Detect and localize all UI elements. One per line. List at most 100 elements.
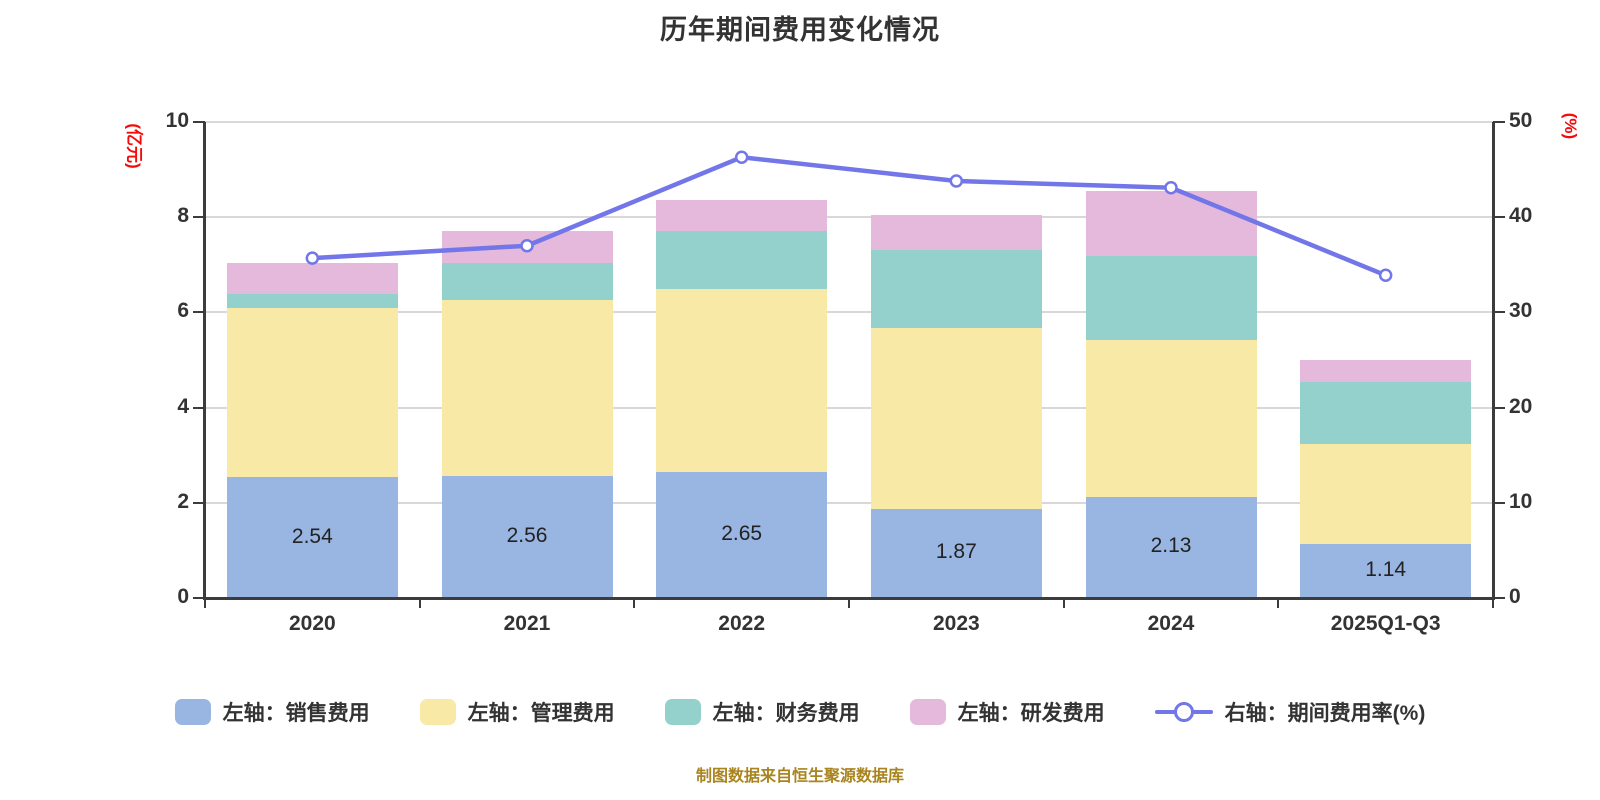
left-axis-tick <box>193 216 205 219</box>
chart-title: 历年期间费用变化情况 <box>660 15 940 45</box>
gridline <box>205 216 1493 219</box>
legend-label: 左轴：财务费用 <box>712 702 860 725</box>
left-axis-tick-label: 8 <box>177 204 189 228</box>
legend-swatch-icon <box>174 699 211 725</box>
rate-line-point <box>1164 180 1178 195</box>
bar-segment-series4 <box>656 199 828 232</box>
bar-segment-series3 <box>226 293 398 309</box>
legend-item-bar-series4[interactable]: 左轴：研发费用 <box>909 697 1105 727</box>
left-axis-tick <box>193 597 205 599</box>
gridline <box>205 121 1493 123</box>
bar-value-label: 2.54 <box>291 524 333 548</box>
left-axis-tick-label: 4 <box>177 394 189 418</box>
bar-segment-series2 <box>656 288 828 472</box>
bar-segment-series3 <box>441 262 613 301</box>
gridline <box>205 406 1493 409</box>
bar-segment-series3 <box>1085 256 1257 340</box>
legend-label: 右轴：期间费用率(%) <box>1224 702 1426 725</box>
right-axis-tick <box>1493 216 1505 219</box>
x-axis-category-label: 2021 <box>503 612 551 635</box>
legend-label: 左轴：研发费用 <box>957 702 1105 725</box>
legend-swatch-icon <box>664 699 701 725</box>
right-axis-tick-label: 40 <box>1509 204 1533 228</box>
right-axis-tick-label: 50 <box>1509 109 1533 132</box>
bar-segment-series3 <box>870 249 1042 329</box>
bar-segment-series2 <box>226 308 398 478</box>
x-axis-tick <box>633 598 636 608</box>
left-axis-tick-label: 10 <box>165 109 189 132</box>
legend: 左轴：销售费用 左轴：管理费用 左轴：财务费用 左轴：研发费用 右轴：期间费用率(%) <box>0 697 1600 727</box>
bar-segment-series1 <box>1300 543 1472 598</box>
right-axis-tick <box>1493 121 1505 123</box>
x-axis-tick <box>1062 598 1065 608</box>
rate-line-point <box>305 251 320 265</box>
rate-line-point <box>1378 268 1393 283</box>
x-axis-tick <box>204 598 206 608</box>
legend-label: 左轴：销售费用 <box>222 702 370 725</box>
bar-segment-series4 <box>1085 191 1257 257</box>
left-axis-tick <box>193 501 205 504</box>
bar-value-label: 2.56 <box>506 524 548 548</box>
legend-item-rate-line[interactable]: 右轴：期间费用率(%) <box>1154 697 1426 727</box>
bar-value-label: 2.13 <box>1150 534 1192 558</box>
x-axis-tick <box>1492 598 1494 608</box>
bar-value-label: 1.14 <box>1365 557 1407 581</box>
bar-value-label: 2.65 <box>721 521 763 545</box>
x-axis-tick <box>418 598 421 608</box>
legend-dot-icon <box>1173 702 1194 722</box>
rate-line <box>310 154 1388 278</box>
left-axis-tick <box>193 406 205 409</box>
rate-line-point <box>520 239 534 253</box>
bar-segment-series1 <box>1085 496 1257 598</box>
left-axis-tick-label: 6 <box>177 299 189 323</box>
legend-label: 左轴：管理费用 <box>467 702 615 725</box>
right-axis-tick <box>1493 597 1505 599</box>
bar-segment-series1 <box>441 476 613 598</box>
right-axis-tick-label: 20 <box>1509 394 1533 418</box>
right-axis-tick <box>1493 311 1505 314</box>
gridline <box>205 311 1493 314</box>
x-axis-tick <box>848 598 850 608</box>
bar-segment-series3 <box>656 231 828 289</box>
bar-value-label: 1.87 <box>935 540 977 564</box>
left-axis-tick-label: 0 <box>177 585 189 608</box>
rate-line-layer <box>305 150 1393 283</box>
x-axis-category-label: 2022 <box>718 612 766 635</box>
left-axis-tick <box>193 311 205 314</box>
x-axis-category-label: 2025Q1-Q3 <box>1330 612 1441 635</box>
legend-item-bar-series2[interactable]: 左轴：管理费用 <box>419 697 615 727</box>
gridline <box>205 501 1493 504</box>
right-axis-tick-label: 0 <box>1509 585 1521 608</box>
right-axis-tick-label: 10 <box>1509 489 1533 513</box>
bar-segment-series2 <box>1300 443 1472 544</box>
y-axis-line-left <box>203 122 206 600</box>
bar-segment-series4 <box>1300 360 1472 382</box>
bar-segment-series1 <box>656 471 828 598</box>
right-axis-tick <box>1493 406 1505 409</box>
legend-line-marker-icon <box>1154 699 1213 725</box>
legend-item-bar-series3[interactable]: 左轴：财务费用 <box>664 697 860 727</box>
legend-item-bar-series1[interactable]: 左轴：销售费用 <box>174 697 370 727</box>
x-axis-line <box>203 597 1495 600</box>
bar-segment-series2 <box>1085 339 1257 497</box>
left-axis-tick <box>193 121 205 123</box>
x-axis-tick <box>1277 598 1280 608</box>
left-axis-tick-label: 2 <box>177 489 189 513</box>
bar-segment-series3 <box>1300 381 1472 444</box>
legend-swatch-icon <box>419 699 456 725</box>
x-axis-category-label: 2024 <box>1147 612 1195 635</box>
data-source-note: 制图数据来自恒生聚源数据库 <box>695 768 904 785</box>
x-axis-category-label: 2020 <box>288 612 336 635</box>
x-axis-category-label: 2023 <box>932 612 980 635</box>
bar-segment-series2 <box>441 300 613 477</box>
right-axis-tick <box>1493 501 1505 504</box>
bar-segment-series1 <box>870 508 1042 598</box>
bar-segment-series1 <box>226 477 398 598</box>
right-axis-tick-label: 30 <box>1509 299 1533 323</box>
y-axis-line-right <box>1492 122 1495 600</box>
legend-swatch-icon <box>909 699 946 725</box>
rate-line-point <box>734 150 749 164</box>
bar-segment-series4 <box>226 262 398 294</box>
